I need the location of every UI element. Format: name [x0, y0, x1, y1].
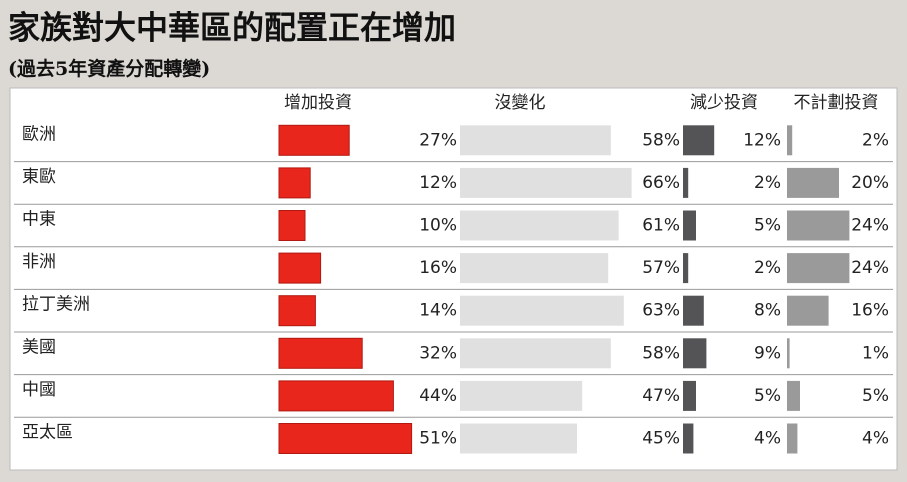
value-label: 44%	[419, 386, 457, 406]
value-label: 63%	[642, 301, 680, 321]
value-label: 5%	[862, 386, 889, 406]
category-label: 亞太區	[22, 423, 73, 443]
bar	[683, 338, 707, 369]
value-label: 20%	[851, 173, 889, 193]
value-label: 9%	[754, 343, 781, 363]
value-label: 5%	[754, 386, 781, 406]
bar	[278, 337, 363, 369]
category-label: 美國	[22, 337, 56, 357]
value-label: 16%	[851, 301, 889, 321]
value-label: 4%	[754, 429, 781, 449]
value-label: 32%	[419, 343, 457, 363]
bar	[787, 423, 798, 454]
bar	[460, 380, 583, 411]
value-label: 1%	[862, 343, 889, 363]
bar	[787, 338, 790, 369]
bar	[683, 210, 696, 241]
column-header: 減少投資	[690, 93, 758, 113]
bar	[787, 253, 850, 284]
chart-subtitle: (過去5年資產分配轉變)	[8, 57, 210, 80]
value-label: 10%	[419, 216, 457, 236]
value-label: 57%	[642, 258, 680, 278]
bar	[460, 167, 632, 198]
value-label: 24%	[851, 216, 889, 236]
bar	[683, 380, 696, 411]
bar	[787, 167, 839, 198]
value-label: 47%	[642, 386, 680, 406]
category-label: 中國	[22, 380, 56, 400]
value-label: 5%	[754, 216, 781, 236]
value-label: 12%	[419, 173, 457, 193]
bar	[683, 125, 715, 156]
column-header: 不計劃投資	[794, 93, 879, 113]
bar	[460, 210, 619, 241]
value-label: 2%	[754, 173, 781, 193]
bar	[460, 125, 611, 156]
category-label: 歐洲	[22, 124, 56, 144]
value-label: 24%	[851, 258, 889, 278]
bar	[787, 210, 850, 241]
category-label: 中東	[22, 210, 56, 230]
value-label: 66%	[642, 173, 680, 193]
bar	[683, 295, 704, 326]
bar	[683, 167, 689, 198]
bar	[278, 210, 306, 241]
bar	[787, 380, 800, 411]
value-label: 51%	[419, 429, 457, 449]
bar	[787, 125, 793, 156]
value-label: 2%	[862, 130, 889, 150]
value-label: 45%	[642, 429, 680, 449]
value-label: 16%	[419, 258, 457, 278]
value-label: 12%	[743, 130, 781, 150]
category-label: 非洲	[22, 252, 56, 272]
bar	[460, 338, 611, 369]
bar	[278, 124, 350, 156]
chart-title: 家族對大中華區的配置正在增加	[8, 9, 456, 47]
bar	[460, 295, 624, 326]
bar	[460, 253, 609, 284]
value-label: 58%	[642, 130, 680, 150]
bar	[278, 252, 322, 284]
bar	[683, 423, 694, 454]
bar	[278, 167, 311, 199]
column-header: 沒變化	[495, 93, 546, 113]
value-label: 61%	[642, 216, 680, 236]
bar	[278, 295, 316, 327]
value-label: 14%	[419, 301, 457, 321]
bar	[460, 423, 577, 454]
value-label: 8%	[754, 301, 781, 321]
category-label: 東歐	[22, 167, 56, 187]
bar	[683, 253, 689, 284]
value-label: 4%	[862, 429, 889, 449]
value-label: 2%	[754, 258, 781, 278]
value-label: 58%	[642, 343, 680, 363]
chart-panel	[9, 87, 898, 471]
value-label: 27%	[419, 130, 457, 150]
bar	[787, 295, 829, 326]
category-label: 拉丁美洲	[22, 295, 90, 315]
column-header: 增加投資	[284, 93, 352, 113]
bar	[278, 380, 394, 412]
bar	[278, 423, 413, 454]
